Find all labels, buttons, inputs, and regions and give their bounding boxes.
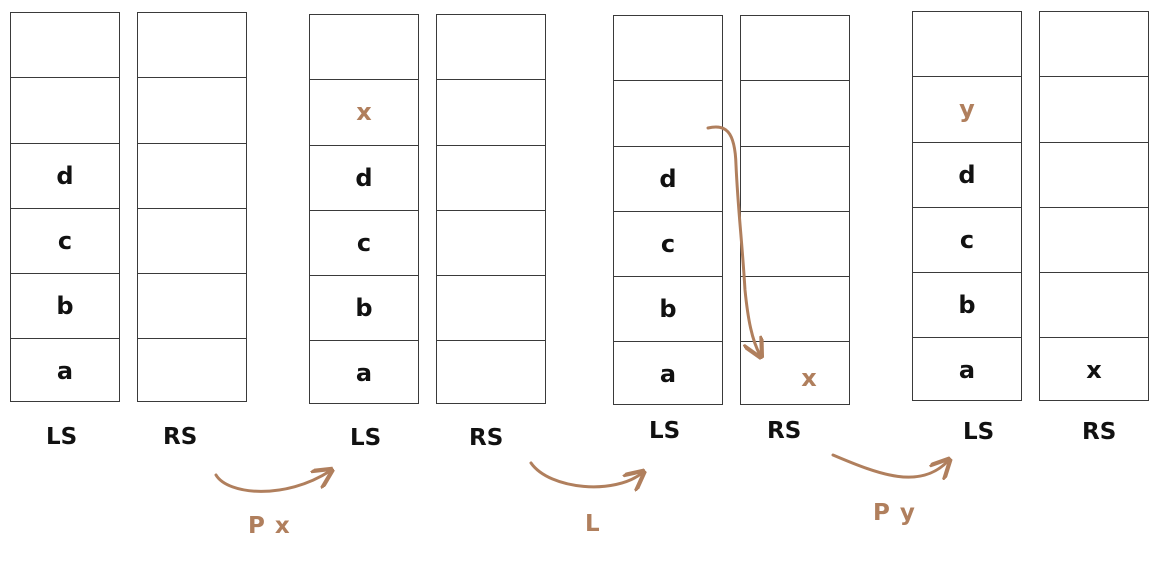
stack-cell: x xyxy=(741,341,849,406)
ls-label-2: LS xyxy=(350,425,382,451)
left-stack-3: d c b a xyxy=(613,15,723,405)
stack-cell xyxy=(1040,272,1148,337)
stack-cell xyxy=(11,77,119,142)
arrow-op-2 xyxy=(529,461,642,487)
stack-cell: c xyxy=(614,211,722,276)
stack-cell xyxy=(1040,207,1148,272)
stack-cell xyxy=(1040,76,1148,141)
stack-cell: b xyxy=(11,273,119,338)
operation-label-3: P y xyxy=(873,500,916,526)
stack-cell xyxy=(138,273,246,338)
stack-cell: y xyxy=(913,76,1021,141)
stack-cell xyxy=(138,143,246,208)
stack-cell: d xyxy=(11,143,119,208)
stack-cell: c xyxy=(310,210,418,275)
stack-cell: b xyxy=(913,272,1021,337)
arrow-op-1 xyxy=(214,471,330,493)
stack-cell: a xyxy=(614,341,722,406)
ls-label-1: LS xyxy=(46,424,78,450)
arrow-op-3 xyxy=(831,453,948,477)
stack-cell: a xyxy=(913,337,1021,402)
stack-cell: c xyxy=(913,207,1021,272)
stack-cell: d xyxy=(614,146,722,211)
stack-cell: x xyxy=(310,79,418,144)
stack-cell xyxy=(437,79,545,144)
stack-cell: d xyxy=(310,145,418,210)
stack-cell: b xyxy=(310,275,418,340)
right-stack-4: x xyxy=(1039,11,1149,401)
right-stack-2 xyxy=(436,14,546,404)
stack-cell xyxy=(138,77,246,142)
stack-cell: d xyxy=(913,142,1021,207)
left-stack-4: y d c b a xyxy=(912,11,1022,401)
arrow-move-x xyxy=(706,125,760,355)
rs-label-1: RS xyxy=(163,424,198,450)
stack-cell xyxy=(437,210,545,275)
stack-cell: a xyxy=(310,340,418,405)
rs-label-2: RS xyxy=(469,425,504,451)
stack-cell: b xyxy=(614,276,722,341)
stack-cell xyxy=(437,340,545,405)
left-stack-1: d c b a xyxy=(10,12,120,402)
ls-label-4: LS xyxy=(963,419,995,445)
right-stack-1 xyxy=(137,12,247,402)
left-stack-2: x d c b a xyxy=(309,14,419,404)
stack-cell xyxy=(741,146,849,211)
rs-label-3: RS xyxy=(767,418,802,444)
stack-cell xyxy=(138,338,246,403)
stack-cell xyxy=(437,145,545,210)
stack-cell xyxy=(437,275,545,340)
stack-cell: c xyxy=(11,208,119,273)
stack-cell xyxy=(741,211,849,276)
ls-label-3: LS xyxy=(649,418,681,444)
stack-cell xyxy=(1040,142,1148,207)
rs-label-4: RS xyxy=(1082,419,1117,445)
stack-cell xyxy=(741,276,849,341)
stack-cell: a xyxy=(11,338,119,403)
operation-label-1: P x xyxy=(248,513,291,539)
stack-cell: x xyxy=(1040,337,1148,402)
operation-label-2: L xyxy=(585,511,601,537)
stack-cell xyxy=(741,80,849,145)
stack-cell xyxy=(138,208,246,273)
stack-cell xyxy=(614,80,722,145)
